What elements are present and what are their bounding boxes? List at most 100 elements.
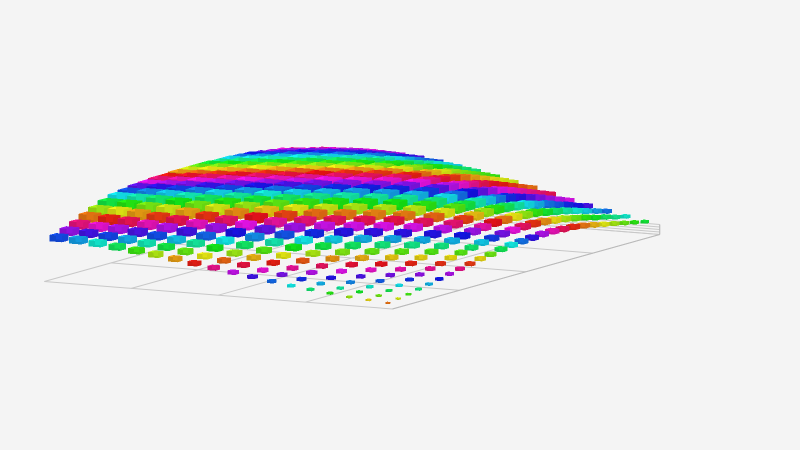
voxel-bar xyxy=(373,221,394,232)
voxel-bar xyxy=(254,224,276,235)
voxel-bar xyxy=(305,249,321,258)
voxel-bar xyxy=(423,229,442,239)
voxel-bar xyxy=(226,249,243,257)
voxel-bar xyxy=(217,256,232,264)
voxel-bar xyxy=(385,301,391,305)
voxel-bar xyxy=(434,260,447,267)
voxel-bar xyxy=(346,295,353,299)
voxel-bar xyxy=(206,243,224,252)
voxel-bar xyxy=(247,274,258,280)
voxel-bar xyxy=(425,282,433,286)
voxel-bar xyxy=(608,220,620,227)
voxel-bar xyxy=(365,284,374,289)
voxel-bar xyxy=(434,242,450,250)
voxel-bar xyxy=(346,280,355,285)
voxel-bar xyxy=(484,234,500,242)
voxel-bar xyxy=(415,272,425,277)
voxel-bar xyxy=(137,238,156,248)
voxel-bar xyxy=(256,267,269,273)
voxel-bar xyxy=(474,255,487,262)
voxel-bar xyxy=(166,235,186,245)
voxel-bar xyxy=(535,217,552,226)
voxel-bar xyxy=(49,233,69,243)
voxel-bar xyxy=(335,268,347,274)
voxel-bar xyxy=(107,224,129,235)
voxel-bar xyxy=(265,237,284,247)
voxel-bar xyxy=(384,234,402,244)
voxel-bar xyxy=(375,278,385,283)
voxel-bar xyxy=(384,254,399,261)
voxel-bar xyxy=(175,207,201,220)
voxel-bar xyxy=(266,259,280,266)
voxel-bar xyxy=(275,251,291,260)
voxel-bar xyxy=(274,230,295,240)
voxel-bar xyxy=(336,286,344,290)
voxel-bar xyxy=(345,261,358,268)
voxel-bar xyxy=(374,240,391,249)
voxel-bar xyxy=(177,247,194,256)
voxel-bar xyxy=(78,228,99,239)
voxel-bar xyxy=(276,272,288,278)
grid-line xyxy=(392,234,660,310)
voxel-bar xyxy=(414,235,431,244)
voxel-bar xyxy=(620,214,631,219)
voxel-bar xyxy=(325,255,340,262)
voxel-bar xyxy=(545,227,560,235)
voxel-bar xyxy=(236,261,250,269)
voxel-bar xyxy=(464,244,479,251)
voxel-bar xyxy=(356,290,363,294)
voxel-bar xyxy=(285,243,302,252)
voxel-bar xyxy=(316,281,326,286)
voxel-bar xyxy=(227,269,239,275)
voxel-bar xyxy=(415,287,423,291)
voxel-bar xyxy=(404,260,417,267)
voxel-bar xyxy=(494,246,508,253)
voxel-bar xyxy=(294,235,314,245)
voxel-bar xyxy=(205,222,227,234)
voxel-bar xyxy=(286,265,299,271)
voxel-bar xyxy=(196,231,216,241)
voxel-bar xyxy=(267,278,277,284)
voxel-bar xyxy=(295,257,310,264)
voxel-bar xyxy=(395,283,404,288)
voxel-bar xyxy=(304,228,324,239)
voxel-bar xyxy=(580,202,594,209)
voxel-bar xyxy=(216,236,235,245)
voxel-bar xyxy=(454,266,465,272)
voxel-bar xyxy=(314,242,332,251)
voxel-bar xyxy=(413,217,434,228)
voxel-bar xyxy=(589,208,602,214)
voxel-bar xyxy=(187,259,202,267)
voxel-bar xyxy=(355,254,369,262)
voxel-bar xyxy=(365,298,372,302)
voxel-bar xyxy=(403,222,423,233)
voxel-bar xyxy=(88,204,113,217)
voxel-bar xyxy=(245,232,265,242)
voxel-bar xyxy=(385,288,393,293)
voxel-bar xyxy=(405,277,414,282)
voxel-bar xyxy=(147,250,164,259)
voxel-bar xyxy=(454,249,468,256)
voxel-bar xyxy=(246,254,262,262)
voxel-bar xyxy=(375,294,382,297)
voxel-bar xyxy=(97,214,121,226)
voxel-bar xyxy=(234,219,257,231)
voxel-bar xyxy=(630,220,640,225)
voxel-bar xyxy=(315,262,329,269)
voxel-bar xyxy=(235,240,254,250)
voxel-bar xyxy=(197,252,213,260)
voxel-bar xyxy=(186,238,205,248)
voxel-bar xyxy=(365,267,377,273)
voxel-bar xyxy=(414,254,428,261)
voxel-bar xyxy=(375,261,388,267)
voxel-bar xyxy=(344,241,362,250)
voxel-bar xyxy=(600,208,612,214)
voxel-bar xyxy=(326,275,336,281)
voxel-bar xyxy=(404,241,420,249)
voxel-bar xyxy=(364,247,380,256)
voxel-bar xyxy=(117,234,137,244)
voxel-bar xyxy=(597,221,610,227)
voxel-bar xyxy=(334,248,351,256)
